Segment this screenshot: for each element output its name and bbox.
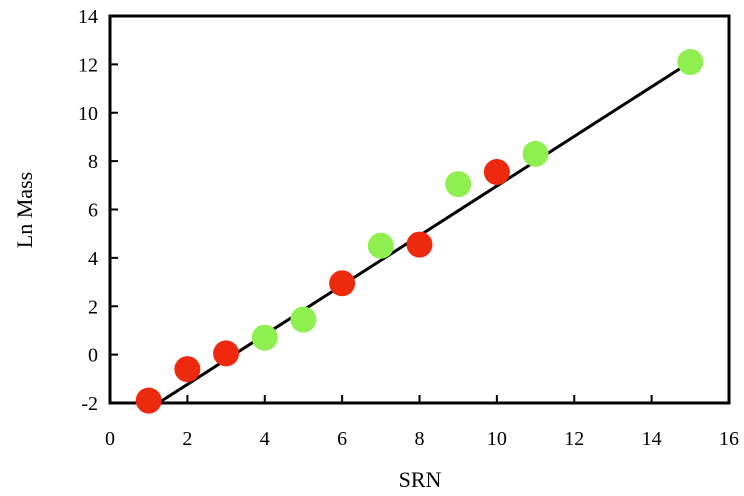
y-tick-label: 12: [78, 54, 98, 76]
data-point-green: [251, 324, 278, 351]
plot-frame: [108, 14, 731, 405]
x-axis-ticks: 0 2 4 6 8 10 12 14 16: [105, 395, 739, 450]
data-point-red: [483, 159, 510, 186]
y-tick-label: 10: [78, 103, 98, 125]
x-tick-label: 0: [105, 428, 115, 450]
y-tick-label: 2: [88, 296, 98, 318]
y-tick-label: 14: [78, 6, 98, 28]
x-tick-label: 2: [182, 428, 192, 450]
x-tick-label: 6: [337, 428, 347, 450]
x-tick-label: 4: [260, 428, 270, 450]
data-point-green: [445, 171, 472, 198]
plot-area: [108, 14, 731, 405]
x-tick-label: 12: [564, 428, 584, 450]
data-point-red: [406, 231, 433, 258]
x-tick-label: 10: [487, 428, 507, 450]
data-point-red: [329, 270, 356, 297]
data-point-red: [213, 340, 240, 367]
trendline-layer: [159, 60, 692, 404]
data-point-green: [290, 306, 317, 333]
x-tick-label: 8: [415, 428, 425, 450]
x-axis-title: SRN: [399, 467, 442, 492]
y-tick-label: 4: [88, 248, 98, 270]
points-layer: [135, 48, 704, 414]
y-tick-label: -2: [81, 393, 98, 415]
trendline: [159, 60, 692, 404]
data-point-green: [367, 232, 394, 259]
y-tick-label: 8: [88, 151, 98, 173]
x-tick-label: 16: [719, 428, 739, 450]
data-point-red: [174, 356, 201, 383]
y-tick-label: 0: [88, 345, 98, 367]
data-point-green: [677, 48, 704, 75]
data-point-red: [135, 387, 162, 414]
x-tick-label: 14: [642, 428, 662, 450]
y-tick-label: 6: [88, 200, 98, 222]
y-axis-title: Ln Mass: [12, 172, 37, 248]
y-axis-ticks: -2 0 2 4 6 8 10 12 14: [78, 6, 118, 415]
data-point-green: [522, 140, 549, 167]
